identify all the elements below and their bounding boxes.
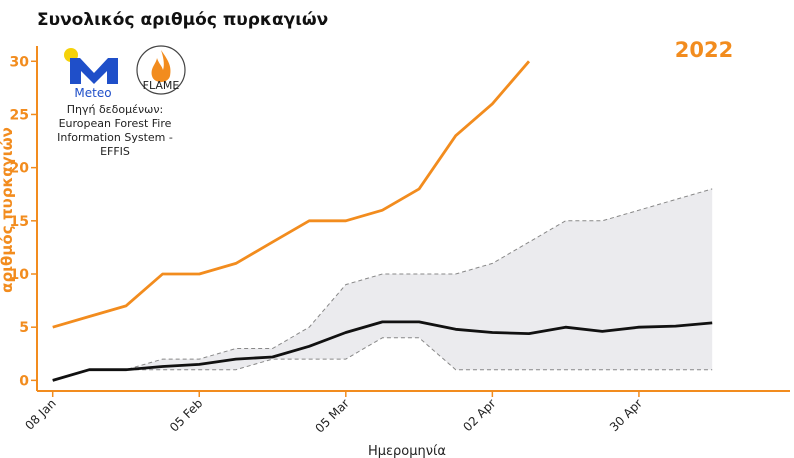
data-source: Πηγή δεδομένων: European Forest Fire Inf… (57, 103, 173, 158)
x-tick-label: 02 Apr (460, 396, 498, 434)
series-lines (52, 60, 713, 382)
band-upper-line (52, 188, 713, 381)
mean-line (52, 320, 713, 382)
y-tick-label: 15 (10, 214, 29, 230)
x-tick-label: 30 Apr (607, 396, 645, 434)
y-tick-label: 0 (19, 373, 29, 389)
flame-icon (151, 50, 171, 82)
flame-logo: FLAME (136, 45, 186, 95)
y-ticks: 0 5 10 15 20 25 30 (10, 54, 37, 389)
flame-name: FLAME (143, 79, 180, 92)
y-tick-label: 30 (10, 54, 30, 70)
band-fill (52, 188, 713, 381)
source-line: European Forest Fire (59, 117, 172, 130)
x-tick-label: 08 Jan (22, 396, 58, 432)
range-band (52, 188, 713, 381)
source-line: Information System - (57, 131, 173, 144)
x-ticks: 08 Jan 05 Feb 05 Mar 02 Apr 30 Apr (22, 391, 645, 436)
x-axis-label: Ημερομηνία (368, 444, 446, 458)
meteo-m-mark (70, 58, 118, 84)
year-annotation: 2022 (675, 38, 733, 62)
y-tick-label: 10 (10, 267, 30, 283)
y-tick-label: 5 (19, 320, 29, 336)
current-year-line (52, 60, 531, 329)
y-tick-label: 25 (10, 107, 29, 123)
chart-title: Συνολικός αριθμός πυρκαγιών (37, 10, 328, 30)
source-line: Πηγή δεδομένων: (67, 103, 164, 116)
x-tick-label: 05 Mar (313, 396, 352, 435)
x-tick-label: 05 Feb (167, 396, 205, 434)
band-lower-line (52, 337, 713, 381)
y-axis-label: αριθμός πυρκαγιών (0, 127, 16, 293)
meteo-name: Meteo (74, 86, 111, 100)
source-line: EFFIS (100, 145, 130, 158)
meteo-logo: Meteo (64, 48, 118, 100)
y-tick-label: 20 (10, 161, 30, 177)
